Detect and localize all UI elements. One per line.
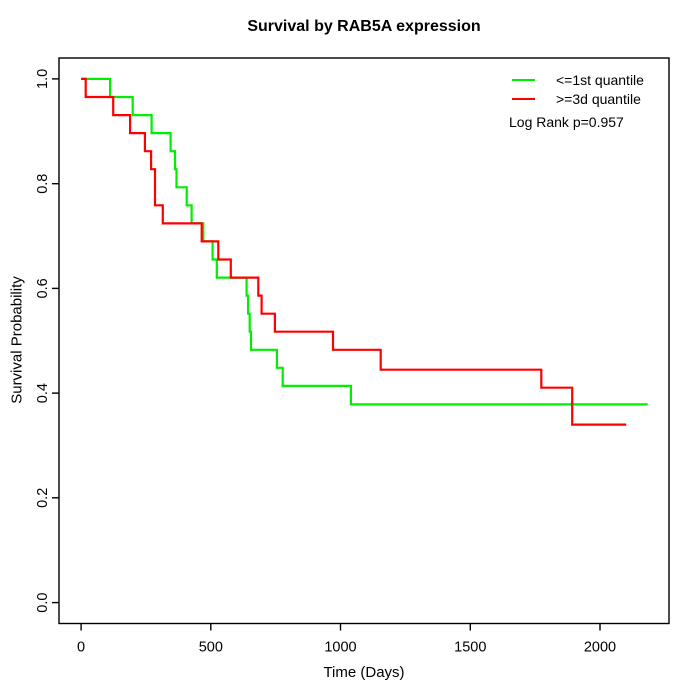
x-tick-label: 500 [199,640,223,656]
legend-item-third-quantile: >=3d quantile [512,89,644,108]
x-tick-label: 2000 [584,640,616,656]
y-tick-label: 1.0 [35,69,51,89]
y-tick-label: 0.4 [35,383,51,403]
legend-label-third-quantile: >=3d quantile [556,90,641,107]
y-tick-label: 0.2 [35,488,51,508]
y-axis-title: Survival Probability [8,276,26,404]
x-tick-label: 0 [77,640,85,656]
plot-border [58,57,670,625]
chart-title: Survival by RAB5A expression [247,18,481,35]
x-tick-label: 1500 [454,640,486,656]
x-tick-label: 1000 [324,640,356,656]
legend-label-first-quantile: <=1st quantile [556,71,644,88]
legend-item-first-quantile: <=1st quantile [512,70,644,89]
legend-line-green-icon [512,78,535,81]
log-rank-annotation: Log Rank p=0.957 [509,114,624,130]
x-axis-title: Time (Days) [323,664,405,681]
y-tick-label: 0.0 [35,593,51,613]
y-tick-label: 0.8 [35,174,51,194]
legend: <=1st quantile >=3d quantile [512,70,644,108]
km-curve-red [81,77,627,426]
y-tick-label: 0.6 [35,278,51,298]
legend-line-red-icon [512,97,535,100]
